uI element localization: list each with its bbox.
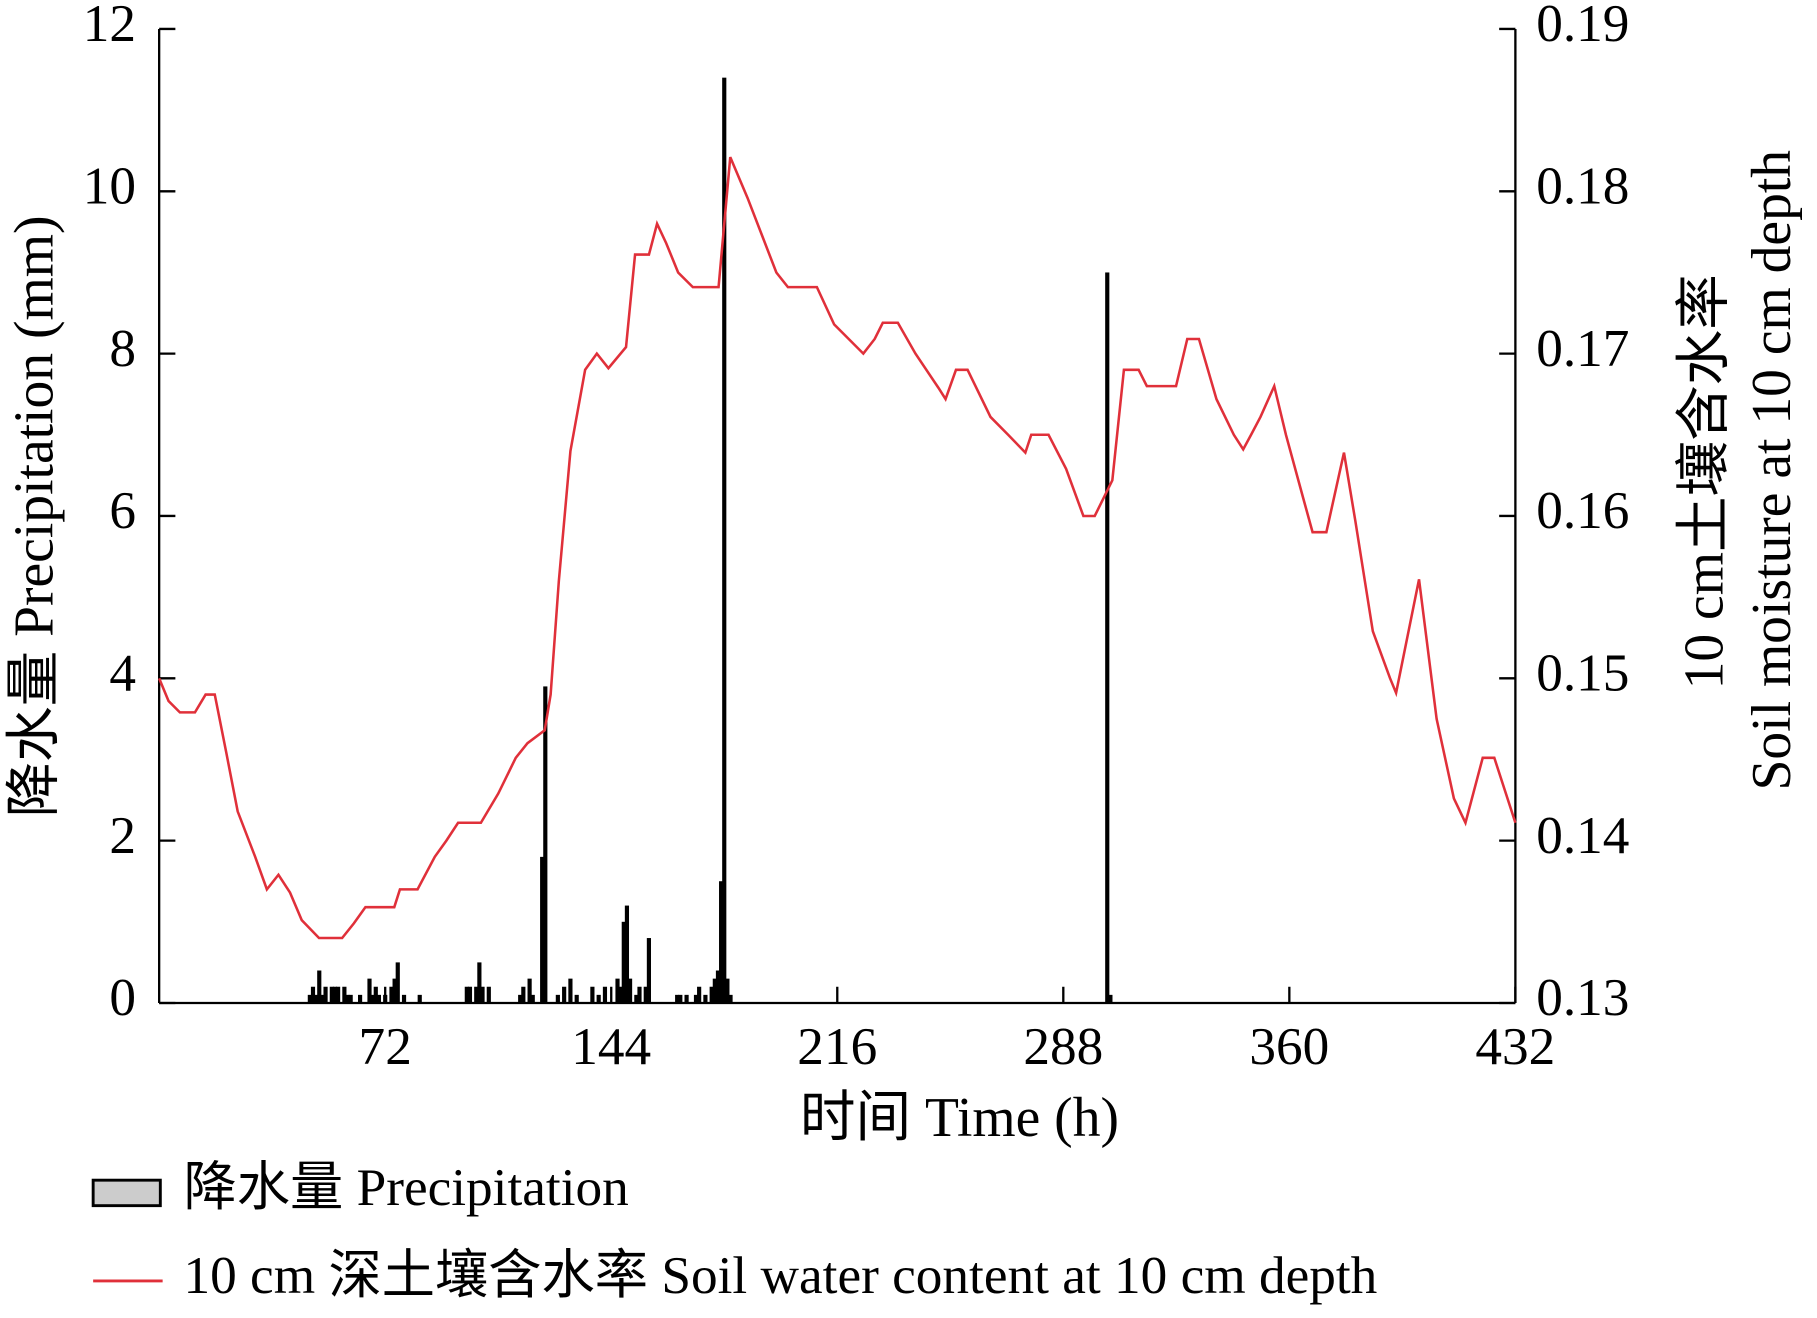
- bar: [477, 962, 482, 1003]
- bar: [643, 986, 648, 1003]
- bar: [348, 994, 353, 1003]
- bar: [719, 881, 724, 1003]
- bar: [540, 856, 545, 1003]
- bar: [634, 994, 639, 1003]
- y2-axis-label: 10 cm土壤含水率: [1674, 274, 1736, 689]
- legend-label: 降水量 Precipitation: [183, 1158, 628, 1217]
- y2-tick-label: 0.16: [1536, 481, 1629, 540]
- bar: [521, 986, 526, 1003]
- bar: [684, 994, 689, 1003]
- bar: [367, 978, 372, 1003]
- bar: [530, 994, 535, 1003]
- bar: [395, 962, 400, 1003]
- bar: [336, 986, 341, 1003]
- line: [157, 156, 1517, 940]
- bar: [693, 994, 699, 1003]
- x-tick-label: 72: [359, 1017, 412, 1076]
- bar: [1105, 272, 1110, 1003]
- bar: [518, 994, 523, 1003]
- bar: [627, 978, 633, 1003]
- bar: [332, 986, 338, 1003]
- bar: [615, 978, 620, 1003]
- bar: [370, 994, 375, 1003]
- bar: [486, 986, 491, 1003]
- y-tick-label: 6: [109, 481, 136, 540]
- bar: [618, 986, 623, 1003]
- bar: [712, 978, 717, 1003]
- bar: [376, 994, 382, 1003]
- bar: [697, 986, 702, 1003]
- bar: [401, 994, 407, 1003]
- bar: [1108, 994, 1113, 1003]
- bar: [383, 994, 388, 1003]
- bar: [543, 686, 548, 1003]
- bar: [621, 921, 626, 1003]
- y-tick-label: 2: [109, 806, 136, 865]
- bar: [596, 994, 601, 1003]
- bar: [728, 994, 733, 1003]
- x-tick-label: 144: [571, 1017, 651, 1076]
- y2-tick-label: 0.19: [1536, 0, 1629, 53]
- x-axis-label: 时间 Time (h): [800, 1087, 1119, 1149]
- bar: [637, 986, 642, 1003]
- y2-tick-label: 0.15: [1536, 644, 1629, 703]
- bar: [678, 994, 683, 1003]
- bar: [555, 994, 560, 1003]
- x-tick-label: 432: [1475, 1017, 1555, 1076]
- bar: [373, 986, 378, 1003]
- bar: [392, 978, 397, 1003]
- bar: [709, 986, 714, 1003]
- x-tick-label: 216: [797, 1017, 877, 1076]
- x-tick-label: 360: [1249, 1017, 1329, 1076]
- bar: [329, 986, 334, 1003]
- legend-swatch: [91, 1178, 162, 1208]
- bar: [715, 970, 721, 1003]
- bar: [317, 970, 322, 1003]
- bar: [480, 986, 485, 1003]
- bar: [722, 77, 727, 1003]
- y2-tick-label: 0.18: [1536, 157, 1629, 216]
- bar: [703, 994, 708, 1003]
- bar: [568, 978, 573, 1003]
- bar: [310, 986, 316, 1003]
- bar: [342, 986, 347, 1003]
- bar: [474, 986, 479, 1003]
- bar: [314, 994, 319, 1003]
- bar: [389, 986, 394, 1003]
- y2-tick-label: 0.14: [1536, 806, 1629, 865]
- y-tick-label: 0: [109, 968, 136, 1027]
- bar: [562, 986, 567, 1003]
- bar: [417, 994, 422, 1003]
- bar: [602, 986, 608, 1003]
- y-tick-label: 12: [83, 0, 136, 53]
- bar: [307, 994, 312, 1003]
- y-tick-label: 8: [109, 319, 136, 378]
- bar: [646, 938, 651, 1003]
- bar: [624, 905, 630, 1003]
- y2-tick-label: 0.13: [1536, 968, 1629, 1027]
- legend-label: 10 cm 深土壤含水率 Soil water content at 10 cm…: [183, 1246, 1377, 1305]
- bar: [467, 986, 473, 1003]
- y-tick-label: 4: [109, 644, 136, 703]
- bar: [527, 978, 532, 1003]
- y2-tick-label: 0.17: [1536, 319, 1629, 378]
- bar: [675, 994, 680, 1003]
- y-tick-label: 10: [83, 157, 136, 216]
- bar: [590, 986, 595, 1003]
- bar: [725, 978, 730, 1003]
- y2-axis-label: Soil moisture at 10 cm depth: [1741, 150, 1803, 791]
- bar: [464, 986, 469, 1003]
- bar: [357, 994, 363, 1003]
- bar: [323, 986, 328, 1003]
- bar: [345, 994, 350, 1003]
- bar: [320, 994, 325, 1003]
- x-tick-label: 288: [1023, 1017, 1103, 1076]
- y-axis-label: 降水量 Precipitation (mm): [4, 216, 66, 818]
- bar: [574, 994, 579, 1003]
